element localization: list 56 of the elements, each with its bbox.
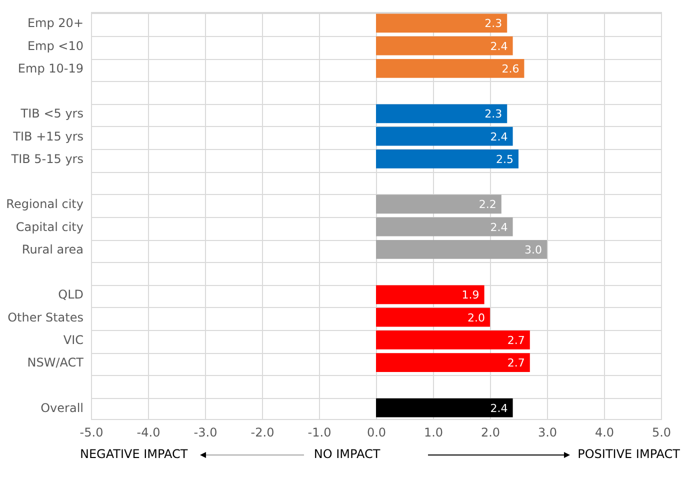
x-tick-label: 5.0 [652, 426, 672, 440]
x-tick-label: 0.0 [366, 426, 386, 440]
data-label: 2.7 [507, 334, 525, 347]
y-tick-label: Regional city [6, 197, 84, 212]
bar [376, 217, 513, 236]
y-tick-label: Rural area [22, 242, 84, 256]
x-tick-label: -1.0 [308, 426, 332, 440]
data-label: 1.9 [462, 288, 480, 302]
y-tick-label: TIB 5-15 yrs [10, 152, 84, 166]
bar [376, 36, 513, 56]
data-label: 2.4 [490, 40, 508, 53]
bar [376, 398, 513, 418]
bar [376, 194, 502, 214]
y-tick-label: Capital city [16, 220, 84, 234]
y-tick-label: Other States [8, 310, 84, 324]
x-tick-label: 3.0 [538, 426, 558, 440]
bar [376, 150, 518, 168]
y-tick-label: Emp 20+ [27, 16, 84, 30]
text: NO IMPACT [314, 447, 380, 461]
bar [376, 353, 530, 372]
x-tick-label: 4.0 [594, 426, 614, 440]
bar [376, 59, 524, 78]
data-label: 2.4 [490, 220, 508, 234]
data-label: 2.0 [468, 311, 485, 324]
data-label: 2.6 [502, 62, 520, 76]
x-tick-label: 1.0 [424, 426, 444, 440]
bar [376, 126, 513, 146]
y-tick-label: NSW/ACT [27, 356, 84, 370]
y-tick-label: Overall [40, 400, 84, 415]
x-tick-label: -2.0 [250, 426, 274, 440]
bar [376, 330, 530, 350]
y-tick-label: Emp 10-19 [18, 61, 84, 76]
bar [376, 240, 547, 259]
data-label: 2.5 [496, 152, 514, 166]
data-label: 2.7 [507, 356, 525, 370]
data-label: 2.3 [484, 17, 502, 30]
data-label: 2.3 [484, 108, 502, 121]
y-tick-label: TIB +15 yrs [12, 129, 84, 144]
bar [376, 285, 484, 304]
x-tick-label: -5.0 [80, 426, 104, 440]
data-label: 2.2 [478, 198, 496, 212]
x-tick-label: 2.0 [480, 426, 500, 440]
bar [376, 308, 490, 327]
bar [376, 104, 508, 124]
x-tick-label: -3.0 [194, 426, 218, 440]
data-label: 3.0 [524, 243, 542, 256]
data-label: 2.4 [490, 402, 508, 415]
x-tick-label: -4.0 [136, 426, 160, 440]
text: POSITIVE IMPACT [578, 447, 680, 461]
y-tick-label: VIC [63, 332, 84, 347]
bar [376, 14, 508, 33]
y-tick-label: TIB <5 yrs [20, 106, 84, 121]
text: NEGATIVE IMPACT [80, 447, 188, 461]
y-tick-label: QLD [58, 288, 84, 302]
data-label: 2.4 [490, 130, 508, 144]
y-tick-label: Emp <10 [27, 38, 84, 53]
